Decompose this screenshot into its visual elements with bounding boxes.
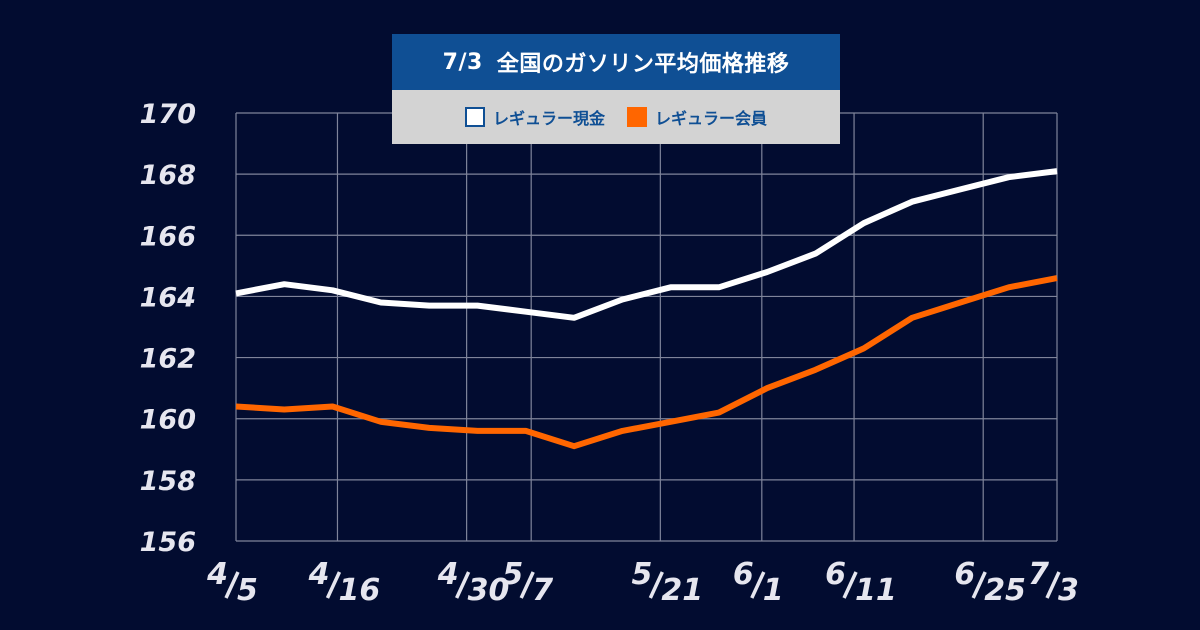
x-tick-label-6-11: 6 11	[825, 557, 897, 608]
y-tick-label-168: 168	[140, 160, 196, 191]
series-line-cash	[235, 168, 1058, 321]
y-tick-label-158: 158	[140, 466, 196, 497]
x-tick-month: 6	[954, 557, 975, 592]
x-tick-month: 6	[733, 557, 754, 592]
x-tick-slash	[1045, 571, 1061, 599]
x-tick-slash	[224, 571, 240, 599]
series-line-member	[235, 275, 1058, 450]
legend-entry-member: レギュラー会員	[627, 105, 767, 129]
title-text: 全国のガソリン平均価格推移	[496, 52, 790, 77]
y-tick-label-166: 166	[140, 221, 196, 252]
x-tick-day: 30	[468, 573, 510, 608]
y-axis-ticks: 156 158 160 162 164 166 168 170	[140, 99, 196, 558]
x-tick-day: 1	[763, 573, 784, 608]
title-date: 7/3	[442, 49, 483, 75]
x-tick-month: 5	[631, 557, 652, 592]
x-tick-month: 4	[437, 557, 459, 592]
legend-label-member: レギュラー会員	[655, 109, 768, 128]
x-tick-day: 25	[984, 573, 1026, 608]
x-tick-day: 3	[1058, 573, 1079, 608]
legend-swatch-cash	[464, 107, 485, 127]
legend-entry-cash: レギュラー現金	[464, 105, 605, 129]
x-tick-month: 7	[1028, 557, 1049, 592]
x-tick-day: 11	[855, 573, 897, 608]
y-tick-label-160: 160	[140, 405, 196, 436]
x-tick-slash	[842, 571, 858, 599]
x-tick-day: 21	[661, 573, 703, 608]
x-tick-day: 5	[237, 573, 258, 608]
series-lines	[235, 168, 1058, 450]
x-tick-day: 16	[338, 573, 380, 608]
x-tick-month: 4	[206, 557, 228, 592]
legend-label-cash: レギュラー現金	[492, 109, 605, 128]
x-tick-month: 4	[308, 557, 330, 592]
x-tick-month: 5	[502, 557, 523, 592]
x-tick-day: 7	[532, 573, 553, 608]
legend-swatch-member	[627, 107, 647, 127]
grid-lines	[235, 112, 1058, 542]
y-tick-label-156: 156	[140, 527, 196, 558]
y-tick-label-162: 162	[140, 344, 196, 375]
x-tick-slash	[519, 571, 535, 599]
y-tick-label-164: 164	[140, 282, 196, 313]
x-tick-label-5-21: 5 21	[631, 557, 703, 608]
y-tick-label-170: 170	[140, 99, 196, 130]
legend-items: レギュラー現金 レギュラー会員	[392, 90, 840, 144]
x-tick-label-4-30: 4 30	[437, 557, 510, 608]
chart-title: 7/3 全国のガソリン平均価格推移	[392, 34, 840, 90]
x-tick-slash	[750, 571, 766, 599]
legend: 7/3 全国のガソリン平均価格推移 レギュラー現金 レギュラー会員	[392, 34, 840, 144]
x-tick-slash	[971, 571, 987, 599]
x-tick-month: 6	[825, 557, 846, 592]
x-tick-label-6-25: 6 25	[954, 557, 1026, 608]
x-tick-slash	[325, 571, 342, 599]
x-tick-label-4-16: 4 16	[308, 557, 381, 608]
x-tick-slash	[455, 571, 471, 599]
x-tick-slash	[648, 571, 664, 599]
x-axis-ticks: 4 5 4 16 4 305 7 5 21 6 1 6 11 6 25 7 3	[206, 557, 1079, 608]
